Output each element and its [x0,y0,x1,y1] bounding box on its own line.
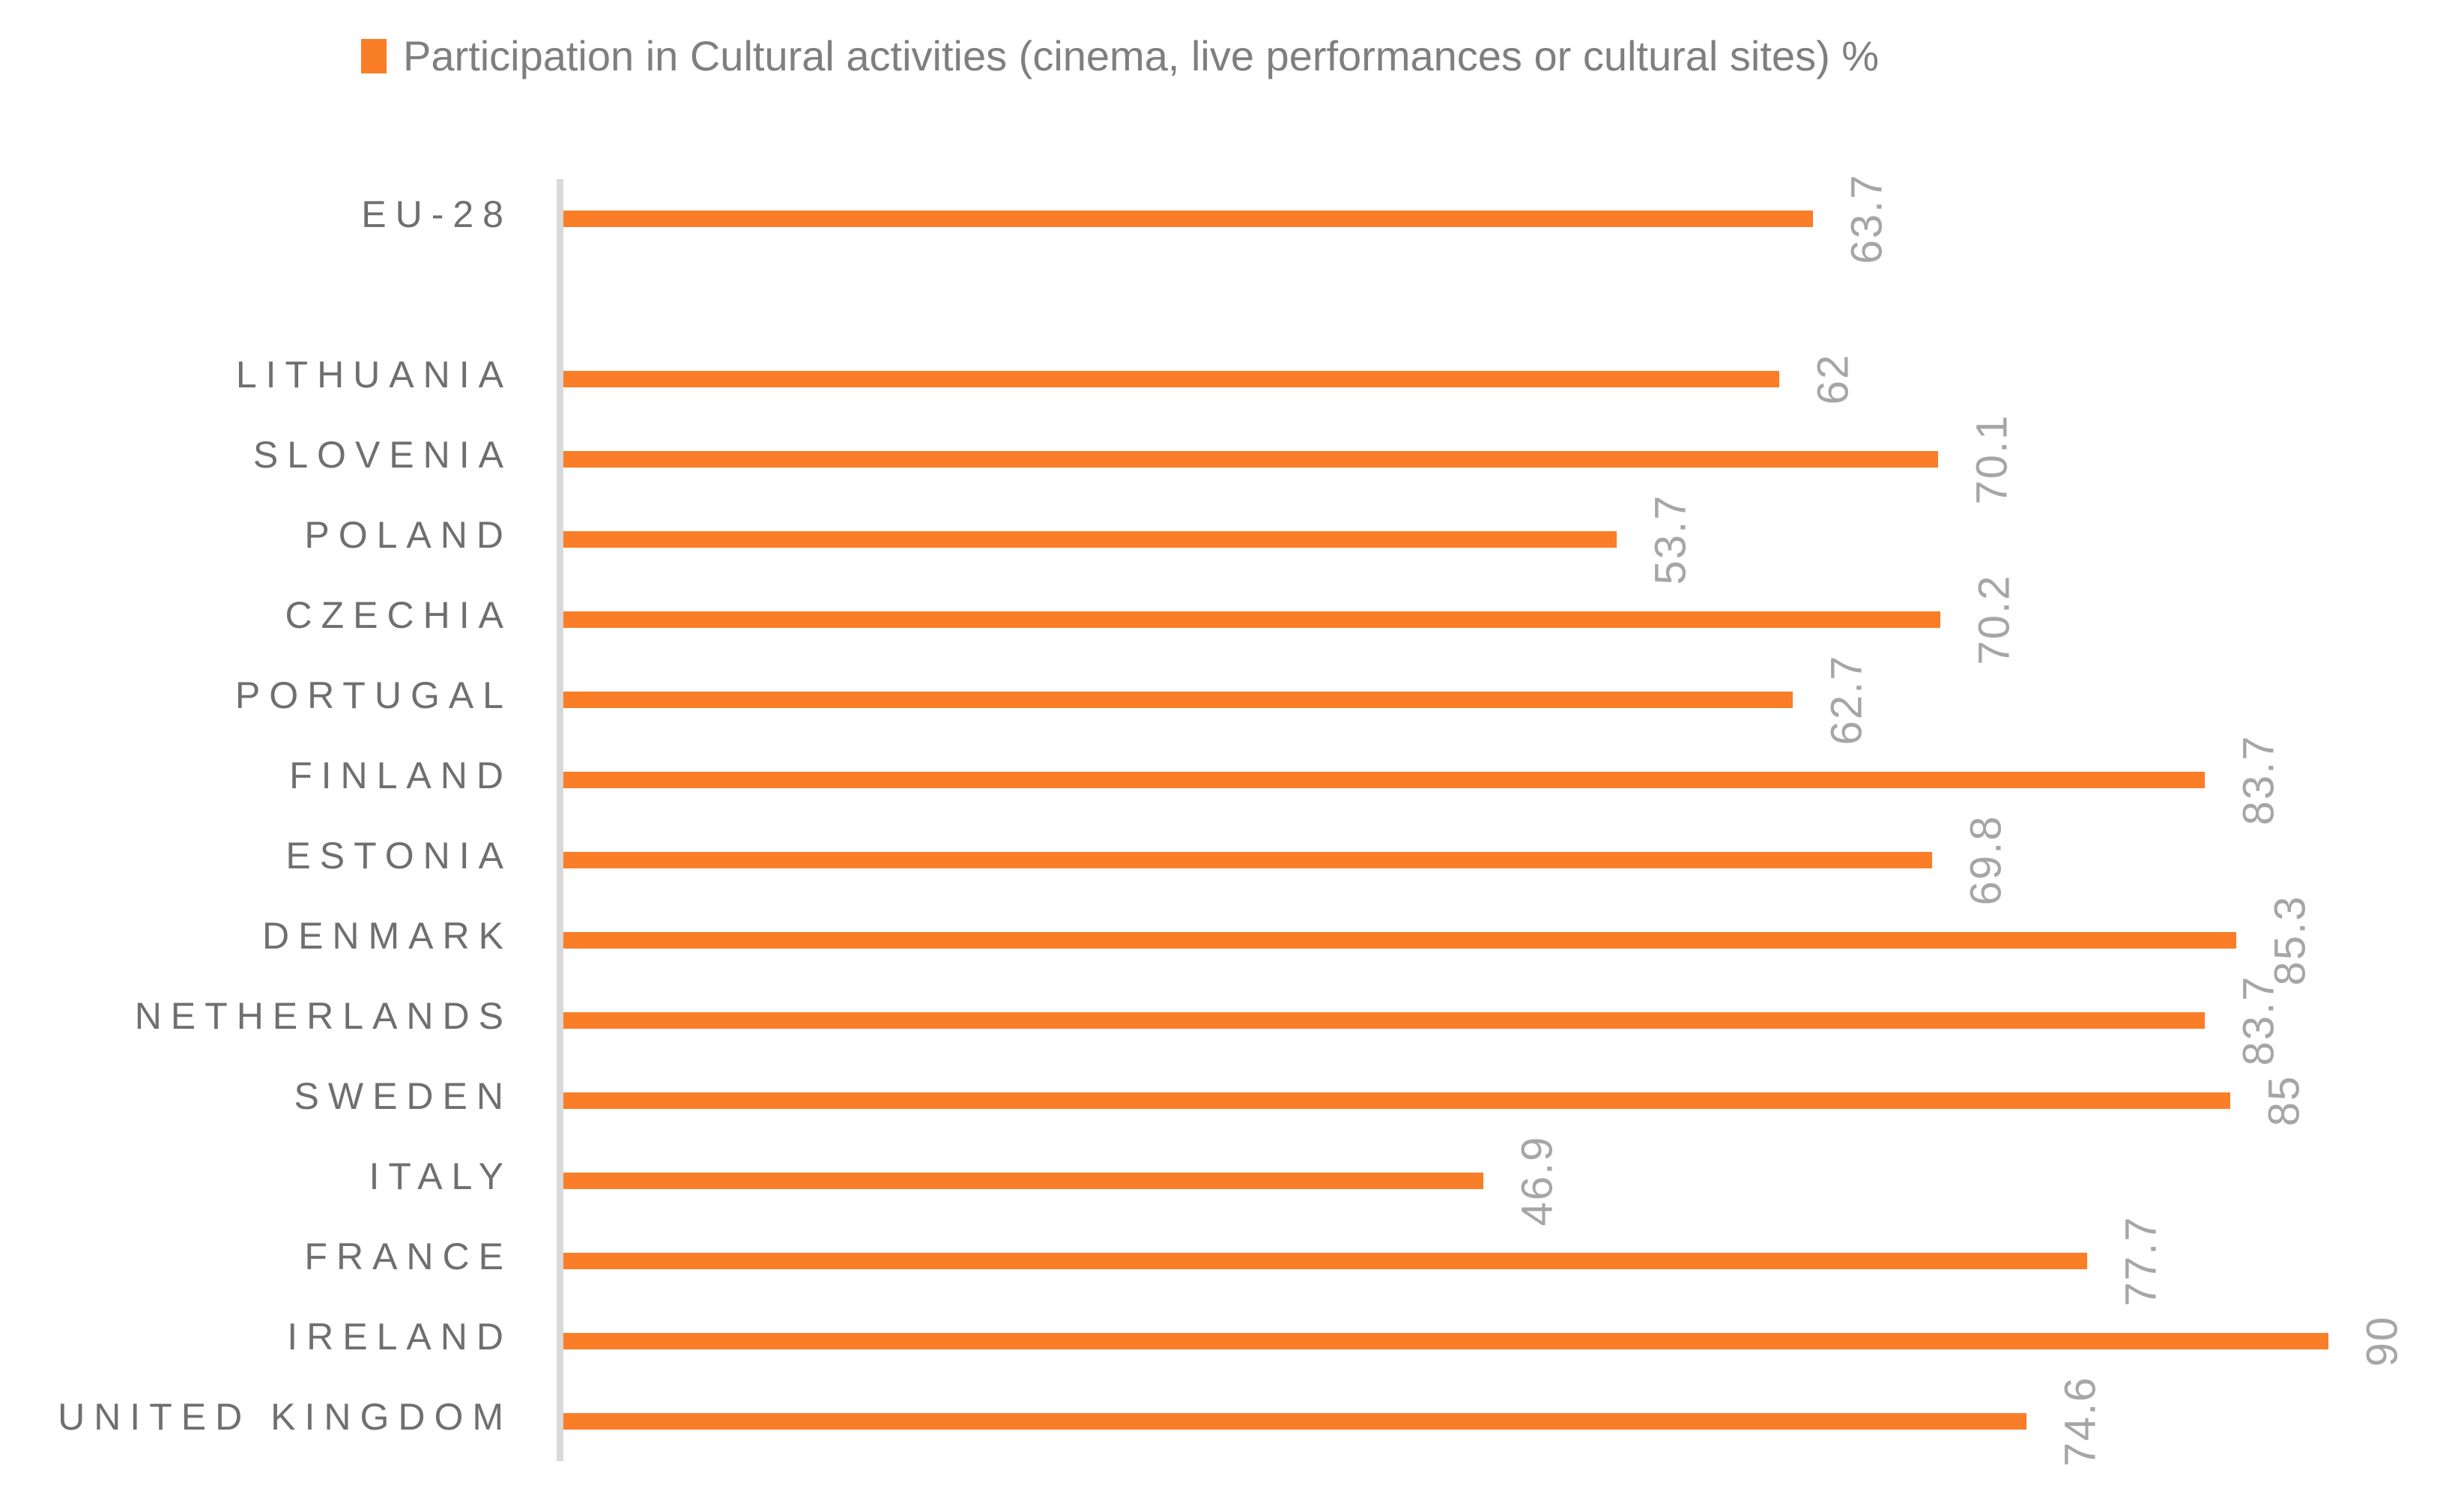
data-bar [563,1412,2027,1430]
category-label: POLAND [304,514,512,557]
value-label: 63.7 [1842,174,1892,264]
category-label: ESTONIA [285,834,512,877]
data-bar [563,1092,2231,1109]
data-bar [563,611,1940,629]
category-label: CZECHIA [285,594,512,637]
category-label: SWEDEN [294,1074,512,1117]
value-label: 90 [2358,1315,2407,1367]
series-legend: Participation in Cultural activities (ci… [361,30,1879,82]
data-bar [563,1011,2206,1029]
category-label: FINLAND [289,755,512,797]
data-bar [563,451,1939,468]
value-label: 62 [1808,354,1858,405]
data-bar [563,371,1780,388]
data-bar [563,772,2206,789]
data-bar [563,851,1933,868]
value-label: 70.2 [1970,574,2019,665]
category-label: LITHUANIA [235,354,512,396]
category-axis-line [557,179,563,1461]
value-label: 85.3 [2265,895,2315,986]
category-label: NETHERLANDS [134,994,512,1037]
data-bar [563,531,1617,548]
value-label: 70.1 [1967,414,2017,505]
value-label: 74.6 [2056,1376,2105,1467]
data-bar [563,211,1813,228]
data-bar [563,1252,2088,1269]
legend-series-label: Participation in Cultural activities (ci… [403,32,1880,79]
value-label: 62.7 [1822,654,1871,746]
legend-marker-swatch [361,39,387,73]
category-label: PORTUGAL [234,674,512,717]
category-label: SLOVENIA [252,434,512,477]
value-label: 83.7 [2234,975,2283,1066]
category-label: ITALY [369,1155,512,1197]
value-label: 69.8 [1961,814,2011,906]
category-label: IRELAND [287,1315,512,1358]
category-label: DENMARK [261,914,512,957]
data-bar [563,1172,1483,1189]
value-label: 53.7 [1646,494,1695,585]
value-label: 83.7 [2234,734,2283,826]
category-label: EU-28 [361,193,512,236]
category-label: UNITED KINGDOM [58,1395,512,1438]
value-label: 85 [2259,1074,2309,1127]
value-label: 46.9 [1513,1135,1562,1227]
value-label: 77.7 [2116,1215,2166,1307]
category-label: FRANCE [304,1235,512,1277]
data-bar [563,1332,2329,1349]
data-bar [563,931,2237,949]
data-bar [563,692,1793,709]
